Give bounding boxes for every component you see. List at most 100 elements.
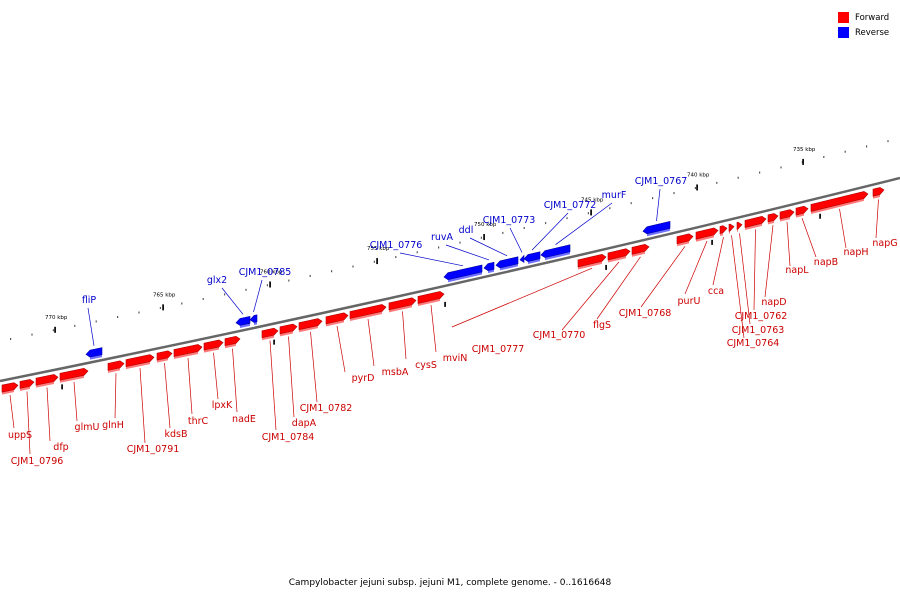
gene-label-lpxk: lpxK	[212, 400, 233, 411]
gene-shadow	[240, 323, 250, 328]
major-tick	[590, 209, 592, 216]
forward-gene-napl[interactable]	[779, 209, 795, 222]
gene-shadow	[500, 263, 518, 271]
forward-gene-cyss[interactable]	[388, 297, 417, 313]
gene-shadow	[796, 213, 804, 218]
gene-body	[249, 314, 258, 323]
gene-body	[540, 244, 571, 258]
forward-gene-thrc[interactable]	[173, 344, 203, 360]
gene-shadow	[488, 269, 494, 274]
gene-body	[85, 347, 103, 358]
forward-gene-lpxk[interactable]	[203, 339, 224, 353]
forward-gene-mvin[interactable]	[417, 291, 445, 306]
gene-body	[523, 251, 541, 262]
reverse-gene-ruva[interactable]	[483, 261, 495, 274]
gene-body	[203, 339, 224, 351]
forward-gene-naph[interactable]	[810, 191, 869, 214]
forward-gene-flgs[interactable]	[631, 243, 650, 257]
gene-label-cjm1-0776: CJM1_0776	[370, 240, 423, 251]
reverse-gene-cjm1-0772[interactable]	[523, 251, 541, 264]
label-leaders	[9, 188, 879, 455]
forward-gene-cjm1-0768[interactable]	[676, 233, 694, 247]
scale-tick-label: 770 kbp	[45, 315, 68, 321]
label-leader	[269, 340, 277, 431]
minor-tick	[10, 337, 12, 340]
forward-gene-cjm1-0796[interactable]	[19, 379, 35, 391]
gene-shadow	[737, 229, 738, 232]
forward-gene-dapa[interactable]	[279, 323, 298, 337]
label-leader	[839, 208, 847, 249]
gene-body	[417, 291, 445, 304]
gene-label-dapa: dapA	[292, 418, 317, 429]
gene-shadow	[350, 311, 382, 322]
reverse-gene-cjm1-0776[interactable]	[443, 264, 483, 283]
forward-gene-puru[interactable]	[695, 227, 719, 242]
gene-shadow	[647, 228, 670, 237]
forward-gene-cjm1-0762[interactable]	[744, 216, 767, 230]
gene-body	[35, 374, 59, 386]
gene-label-cjm1-0796: CJM1_0796	[11, 456, 64, 467]
reverse-gene-cjm1-0767[interactable]	[642, 220, 671, 237]
forward-gene-msba[interactable]	[349, 304, 387, 322]
forward-gene-cjm1-0782[interactable]	[298, 318, 323, 333]
gene-shadow	[632, 251, 645, 257]
label-leader	[253, 279, 263, 313]
forward-gene-cjm1-0763[interactable]	[736, 221, 743, 232]
label-leader	[445, 244, 490, 261]
forward-gene-glmu[interactable]	[59, 368, 89, 383]
forward-gene-dfp[interactable]	[35, 374, 59, 388]
label-leader	[531, 212, 569, 251]
gene-shadow	[36, 381, 54, 388]
reverse-gene-cjm1-0773[interactable]	[519, 254, 525, 265]
forward-gene-nade[interactable]	[224, 336, 241, 349]
gene-label-puru: purU	[678, 296, 701, 307]
gene-body	[736, 221, 743, 230]
scale-tick-label: 735 kbp	[793, 147, 816, 153]
gene-label-glnh: glnH	[102, 420, 124, 431]
gene-label-cjm1-0763: CJM1_0763	[732, 325, 785, 336]
gene-label-cjm1-0772: CJM1_0772	[544, 200, 597, 211]
minor-tick	[887, 140, 889, 143]
gene-shadow	[780, 216, 790, 222]
reverse-gene-ddl[interactable]	[495, 256, 519, 271]
gene-shadow	[2, 389, 14, 395]
forward-gene-pyrd[interactable]	[325, 312, 349, 327]
forward-gene-kdsb[interactable]	[156, 350, 173, 363]
reverse-gene-cjm1-0785[interactable]	[249, 314, 258, 325]
forward-gene-cjm1-0784[interactable]	[261, 327, 279, 341]
minor-tick	[74, 324, 76, 327]
gene-body	[298, 318, 323, 331]
gene-label-napb: napB	[814, 257, 838, 268]
gene-label-naph: napH	[843, 247, 868, 258]
forward-gene-cjm1-0791[interactable]	[125, 354, 155, 370]
reverse-gene-murf[interactable]	[540, 244, 571, 261]
label-leader	[310, 331, 318, 403]
forward-gene-cjm1-0777[interactable]	[577, 254, 607, 270]
forward-gene-napb[interactable]	[795, 205, 809, 218]
minor-tick	[694, 186, 696, 189]
gene-body	[795, 205, 809, 216]
minor-tick	[138, 311, 140, 314]
gene-label-cca: cca	[708, 286, 724, 297]
forward-gene-upps[interactable]	[1, 382, 19, 395]
gene-body	[719, 225, 728, 234]
forward-gene-napd[interactable]	[767, 213, 779, 225]
legend: Forward Reverse	[838, 10, 889, 40]
label-leader	[73, 381, 78, 422]
forward-gene-cjm1-0770[interactable]	[607, 248, 631, 263]
forward-gene-glnh[interactable]	[107, 360, 125, 373]
forward-gene-cca[interactable]	[719, 225, 728, 236]
forward-gene-cjm1-0764[interactable]	[728, 223, 735, 234]
reverse-gene-glx2[interactable]	[235, 315, 251, 328]
minor-tick	[502, 231, 504, 234]
position-marker	[273, 339, 275, 345]
minor-tick	[480, 236, 482, 239]
gene-shadow	[299, 325, 318, 333]
gene-label-cjm1-0785: CJM1_0785	[239, 267, 292, 278]
reverse-gene-flip[interactable]	[85, 347, 103, 360]
minor-tick	[202, 297, 204, 300]
minor-tick	[331, 270, 333, 273]
minor-tick	[395, 256, 397, 259]
forward-gene-napg[interactable]	[872, 187, 885, 199]
